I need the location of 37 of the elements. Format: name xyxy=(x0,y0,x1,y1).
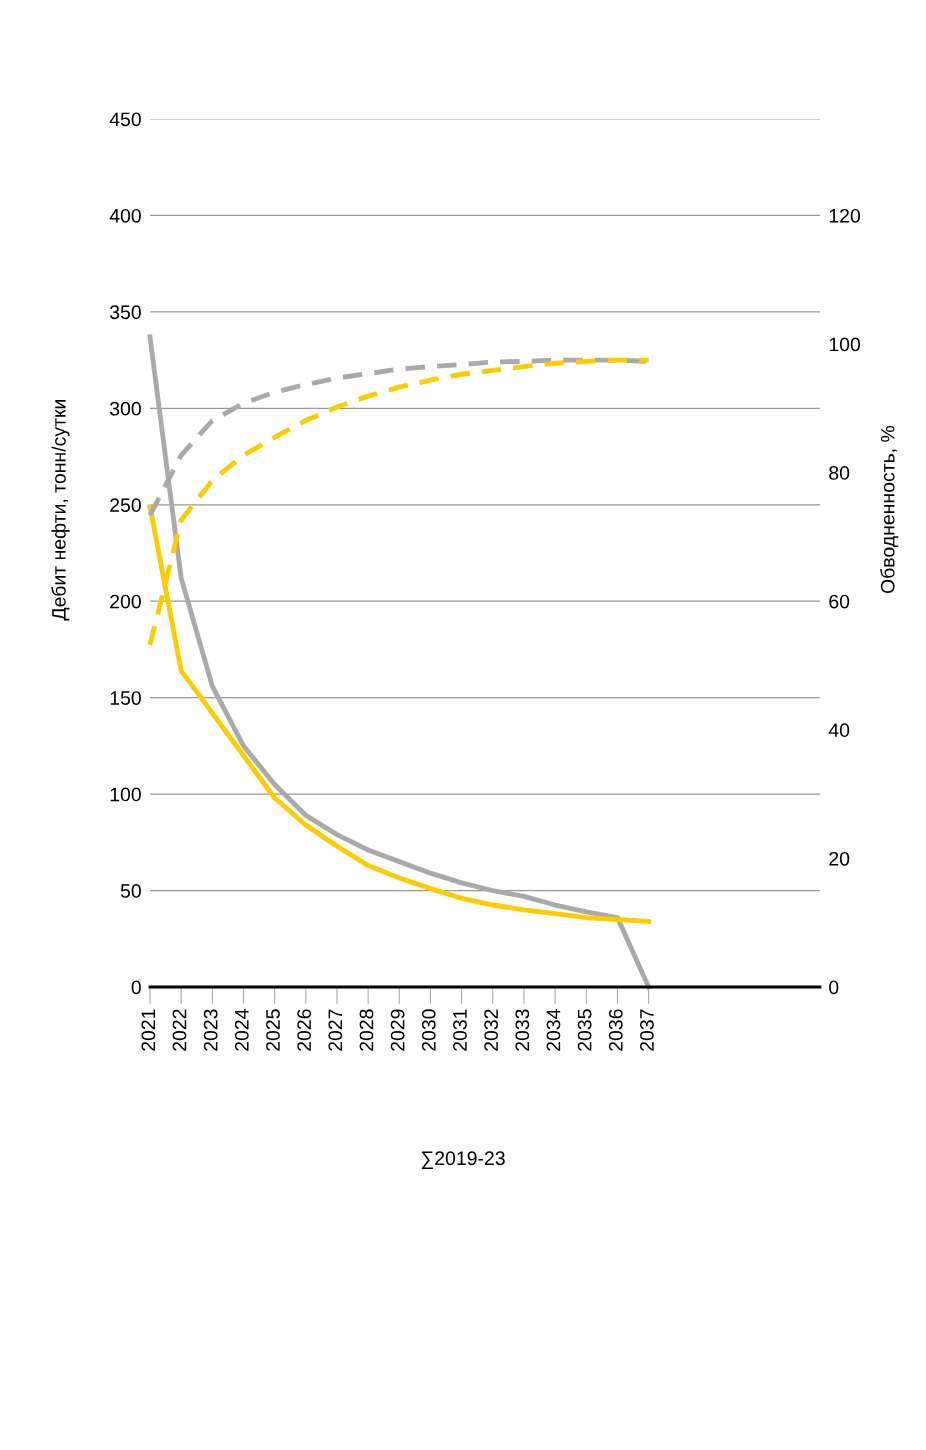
y-tick-label: 150 xyxy=(110,691,141,705)
x-tick-label: 2026 xyxy=(297,1009,312,1051)
y2-tick-label: 100 xyxy=(829,337,861,352)
y-tick-label: 300 xyxy=(109,401,141,416)
x-tick-label: 2035 xyxy=(577,1009,592,1051)
x-tick-label: 2024 xyxy=(234,1009,249,1051)
x-tick-label: 2029 xyxy=(390,1009,405,1051)
x-tick-label: 2021 xyxy=(141,1009,156,1051)
x-tick-label: 2036 xyxy=(608,1009,623,1051)
x-tick-label: 2028 xyxy=(359,1009,374,1051)
y2-tick-label: 80 xyxy=(829,466,850,480)
x-tick-label: 2033 xyxy=(515,1009,530,1051)
y2-tick-label: 20 xyxy=(829,851,850,866)
y-tick-label: 200 xyxy=(110,594,141,609)
y-axis-title: Дебит нефти, тонн/сутки xyxy=(51,400,70,621)
x-tick-label: 2030 xyxy=(421,1009,436,1051)
y2-tick-label: 60 xyxy=(829,594,850,609)
y-tick-label: 0 xyxy=(131,980,141,995)
y-tick-label: 400 xyxy=(109,208,141,223)
y-tick-label: 50 xyxy=(120,884,141,898)
y-tick-label: 350 xyxy=(109,305,141,320)
y2-axis-title: Обводненность, % xyxy=(880,425,899,594)
x-tick-label: 2034 xyxy=(546,1009,561,1051)
x-tick-label: 2031 xyxy=(453,1009,467,1051)
text: ∑2019-23 xyxy=(421,1151,505,1170)
y-tick-label: 250 xyxy=(110,498,141,513)
x-tick-label: 2022 xyxy=(172,1009,187,1051)
x-tick-label: 2037 xyxy=(640,1009,654,1051)
y2-tick-label: 0 xyxy=(829,980,839,995)
y2-tick-label: 120 xyxy=(829,208,861,223)
x-tick-label: 2023 xyxy=(203,1009,218,1051)
y-tick-label: 100 xyxy=(110,787,141,802)
x-tick-label: 2027 xyxy=(328,1009,343,1051)
y2-tick-label: 40 xyxy=(828,723,850,738)
x-tick-label: 2025 xyxy=(266,1009,280,1051)
y-tick-label: 450 xyxy=(109,112,141,127)
x-tick-label: 2032 xyxy=(484,1009,499,1051)
